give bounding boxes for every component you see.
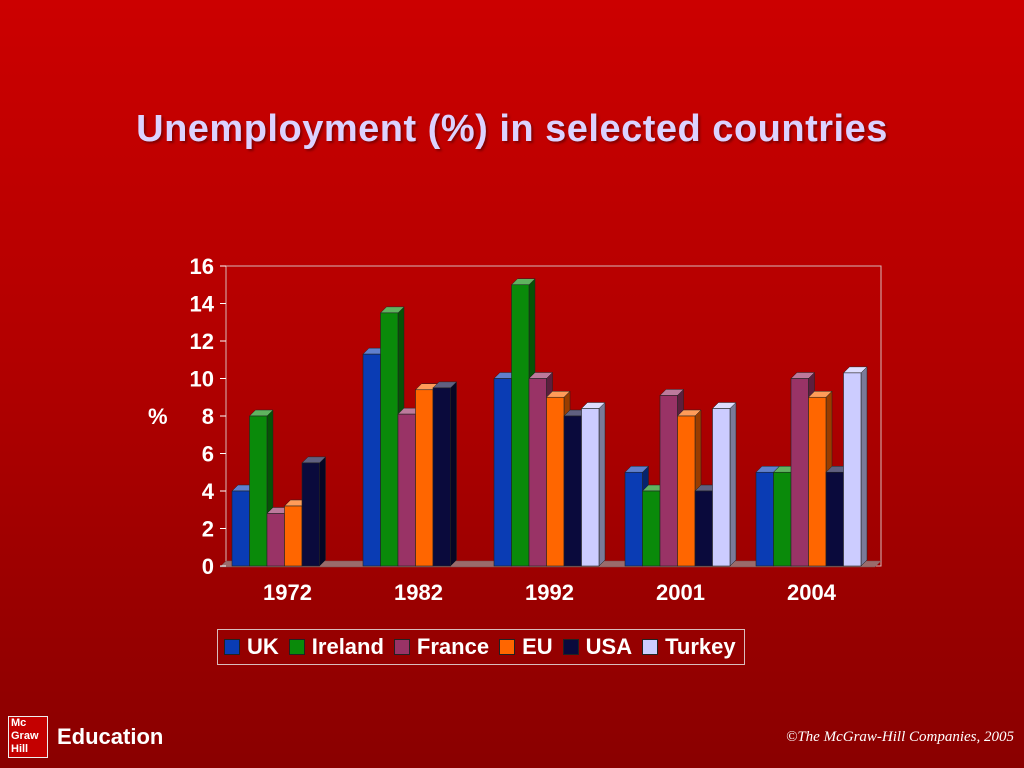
y-axis-label: %: [148, 404, 168, 429]
bar-france-1982: [397, 413, 416, 567]
y-tick-label: 14: [190, 292, 215, 317]
legend-swatch: [393, 639, 410, 655]
legend-swatch: [224, 639, 240, 655]
legend-label: Turkey: [665, 634, 736, 659]
legend-item-turkey: Turkey: [642, 634, 736, 660]
legend-item-france: France: [393, 634, 490, 660]
logo-line: Hill: [11, 743, 29, 755]
legend-item-uk: UK: [224, 634, 279, 660]
y-tick-label: 6: [202, 442, 214, 467]
legend-item-eu: EU: [499, 634, 553, 660]
legend-label: Ireland: [311, 634, 384, 659]
bar-france-2004: [790, 378, 809, 567]
x-tick-label: 2001: [656, 580, 705, 605]
bar-uk-2004: [755, 471, 774, 567]
bar-uk-1982: [362, 353, 381, 567]
bar-side: [319, 456, 326, 567]
legend-label: France: [416, 634, 490, 659]
bar-ireland-2004: [773, 471, 792, 567]
y-tick-label: 2: [202, 517, 214, 542]
legend-swatch: [288, 639, 305, 655]
legend-label: UK: [247, 634, 279, 659]
bar-usa-1982: [432, 387, 451, 567]
y-tick-label: 8: [202, 404, 214, 429]
bar-eu-1972: [284, 505, 303, 567]
bar-france-1992: [528, 378, 547, 567]
bar-usa-1972: [301, 462, 320, 567]
mcgraw-hill-logo: Mc Graw Hill: [8, 716, 48, 758]
legend-swatch: [562, 639, 579, 655]
legend-swatch: [642, 639, 659, 655]
bar-usa-2001: [694, 490, 713, 567]
bar-uk-1992: [493, 378, 512, 567]
legend-label: USA: [585, 634, 633, 659]
x-tick-label: 1992: [525, 580, 574, 605]
chart-legend: UK Ireland France EU USA Turkey: [217, 629, 745, 665]
legend-item-ireland: Ireland: [288, 634, 384, 660]
y-tick-label: 0: [202, 554, 214, 579]
bar-side: [450, 381, 457, 567]
bar-usa-2004: [825, 471, 844, 567]
legend-label: EU: [522, 634, 553, 659]
bar-eu-2001: [677, 415, 696, 567]
bar-ireland-1972: [249, 415, 268, 567]
bar-turkey-2001: [712, 408, 731, 567]
y-tick-label: 12: [190, 329, 214, 354]
bar-uk-2001: [624, 471, 643, 567]
bar-turkey-1992: [581, 408, 600, 567]
slide-title: Unemployment (%) in selected countries: [136, 108, 888, 150]
y-tick-label: 4: [202, 479, 215, 504]
logo-line: Graw: [11, 730, 39, 742]
bar-ireland-1982: [380, 312, 399, 567]
bar-ireland-2001: [642, 490, 661, 567]
bar-ireland-1992: [511, 284, 530, 567]
brand-label: Education: [57, 724, 164, 749]
legend-swatch: [499, 639, 516, 655]
bar-eu-1982: [415, 389, 434, 567]
bar-eu-2004: [808, 396, 827, 567]
bar-uk-1972: [231, 490, 250, 567]
logo-line: Mc: [11, 717, 27, 729]
y-tick-label: 10: [190, 367, 214, 392]
bar-turkey-2004: [843, 372, 862, 567]
legend-item-usa: USA: [562, 634, 633, 660]
x-tick-label: 1972: [263, 580, 312, 605]
x-tick-label: 2004: [787, 580, 837, 605]
y-tick-label: 16: [190, 254, 214, 279]
bar-side: [729, 401, 737, 567]
bar-side: [860, 366, 868, 567]
bar-usa-1992: [563, 415, 582, 567]
bar-france-1972: [266, 513, 285, 567]
copyright-notice: ©The McGraw-Hill Companies, 2005: [785, 729, 1014, 745]
x-tick-label: 1982: [394, 580, 443, 605]
bar-side: [598, 401, 606, 567]
bar-france-2001: [659, 395, 678, 567]
bar-eu-1992: [546, 396, 565, 567]
